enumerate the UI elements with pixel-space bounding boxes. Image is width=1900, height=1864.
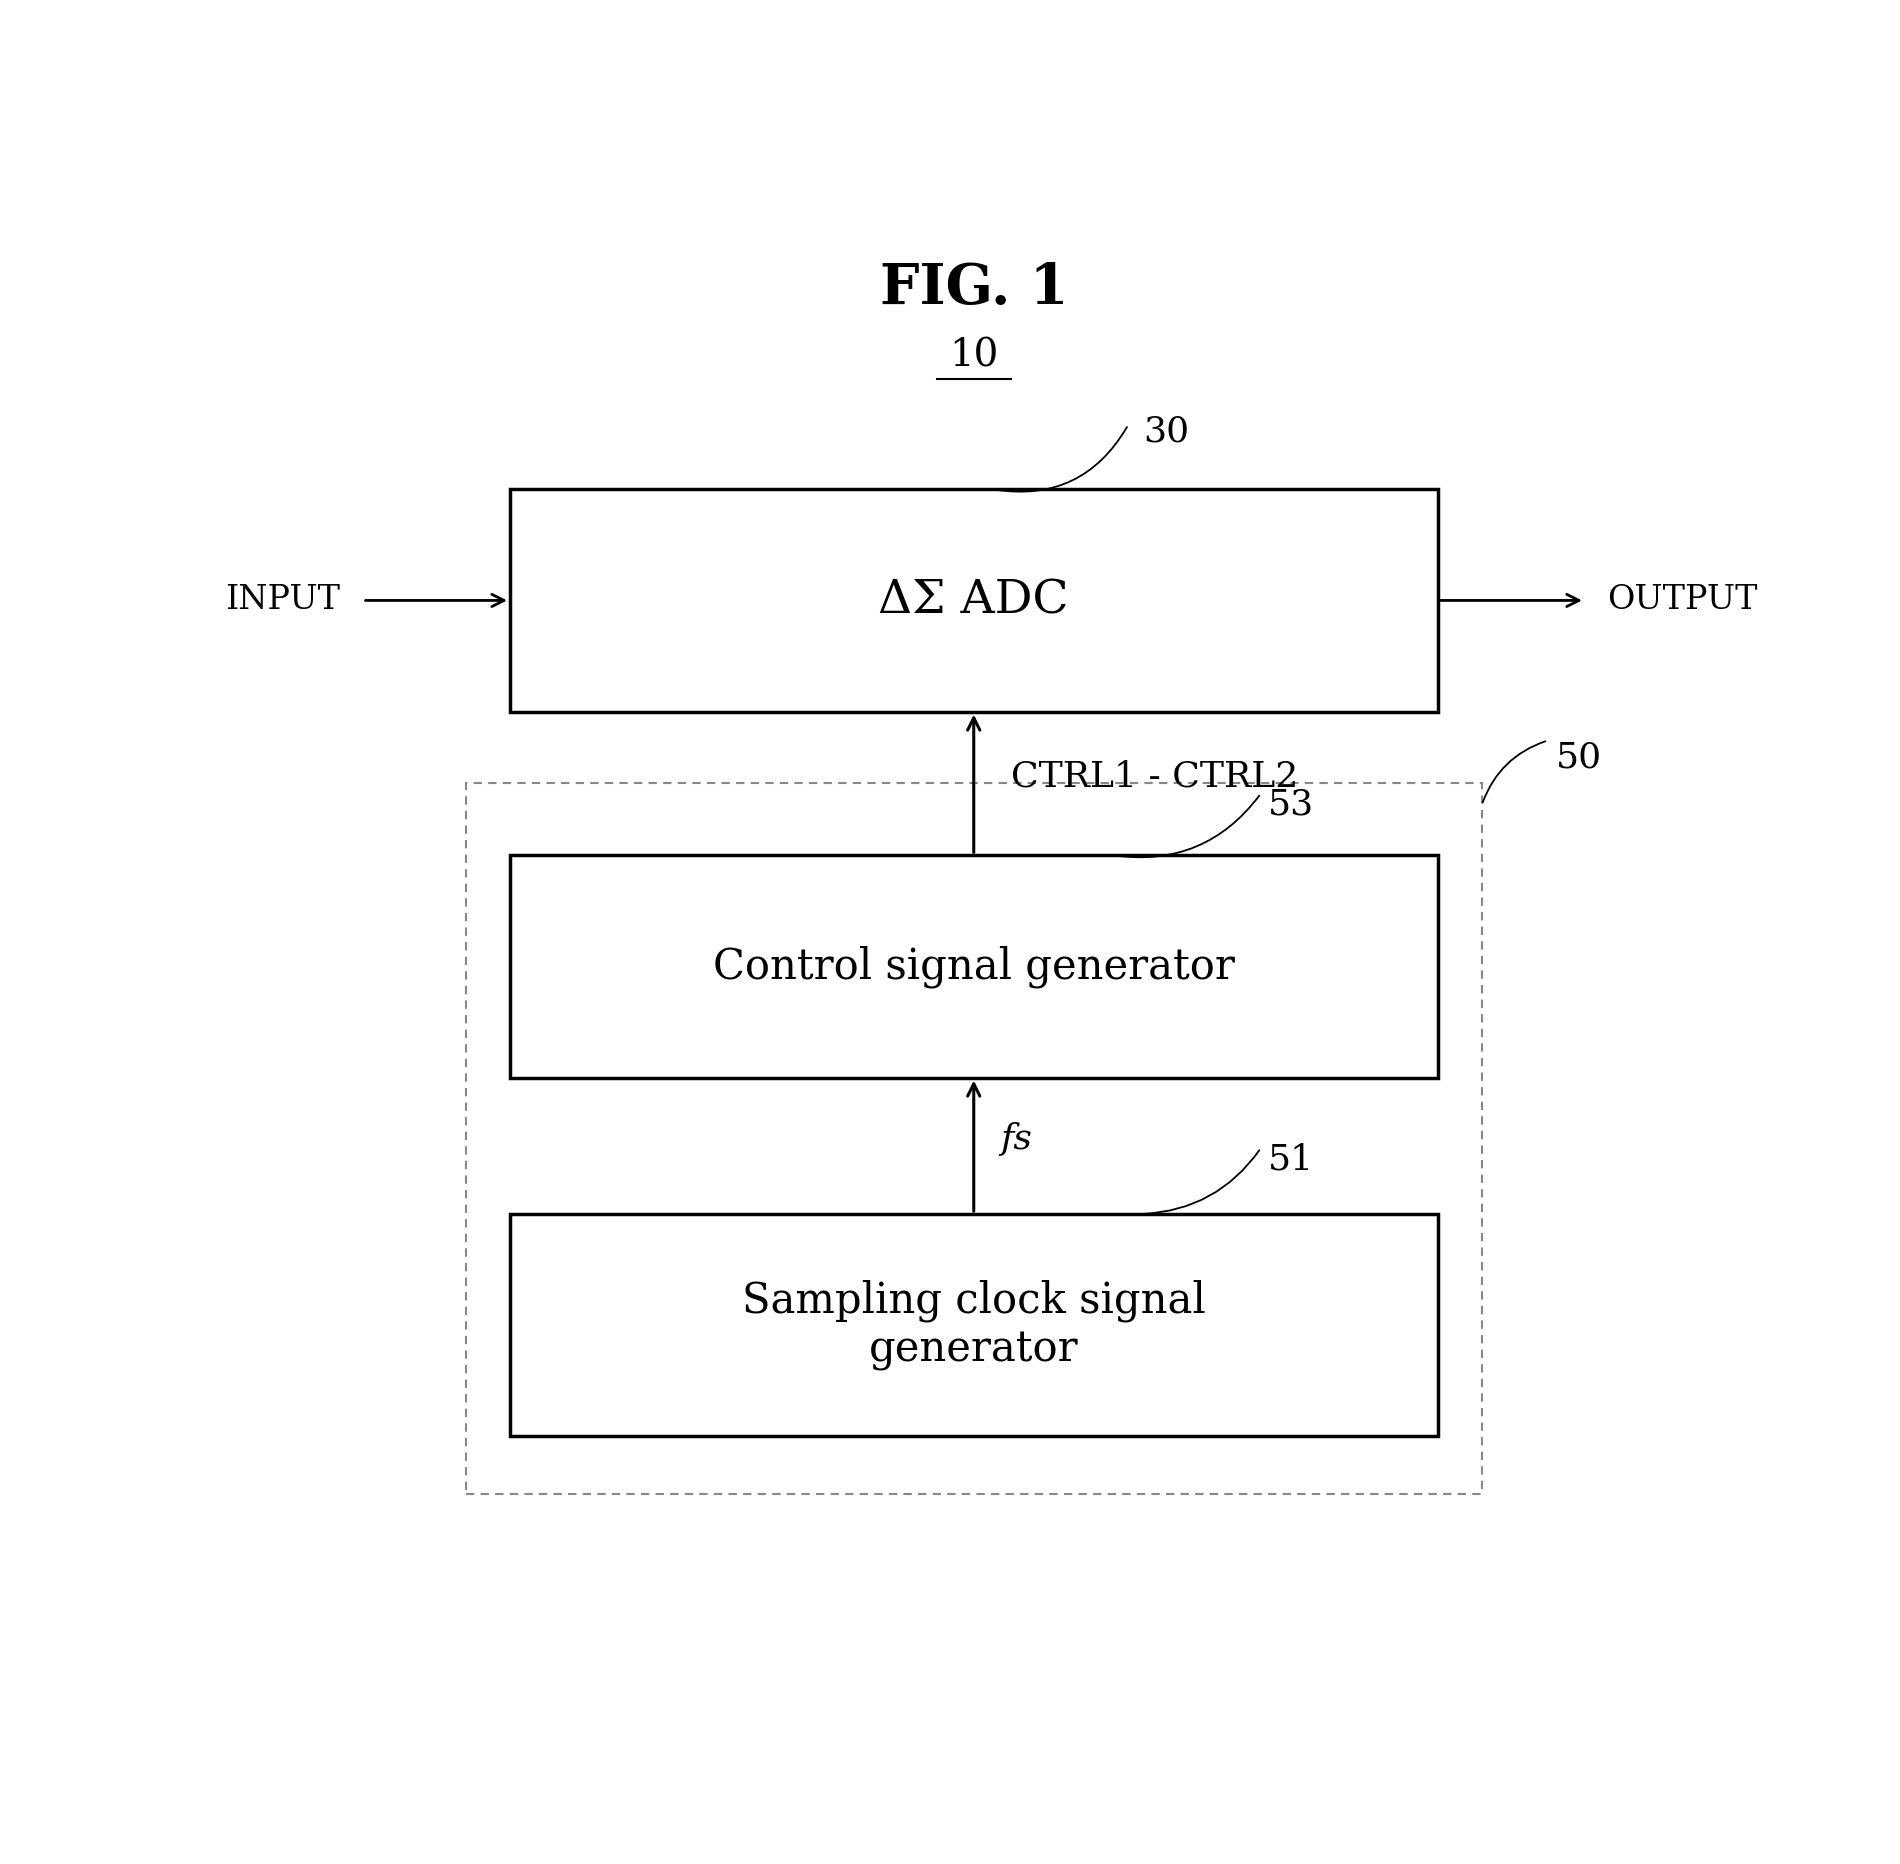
Bar [466, 783, 1482, 1493]
Text: 51: 51 [1269, 1143, 1315, 1176]
Text: FIG. 1: FIG. 1 [880, 261, 1068, 315]
Text: OUTPUT: OUTPUT [1607, 585, 1758, 617]
Text: CTRL1 - CTRL2: CTRL1 - CTRL2 [1011, 759, 1298, 794]
Text: 10: 10 [950, 337, 998, 375]
Text: 50: 50 [1556, 740, 1602, 775]
Bar [509, 1213, 1438, 1437]
Text: 53: 53 [1269, 788, 1315, 822]
Bar [509, 856, 1438, 1077]
Text: Sampling clock signal
generator: Sampling clock signal generator [741, 1279, 1206, 1372]
Text: 30: 30 [1144, 416, 1189, 449]
Text: fs: fs [999, 1122, 1032, 1156]
Text: Control signal generator: Control signal generator [712, 945, 1235, 988]
Bar [509, 488, 1438, 712]
Text: INPUT: INPUT [226, 585, 340, 617]
Text: ΔΣ ADC: ΔΣ ADC [878, 578, 1070, 623]
